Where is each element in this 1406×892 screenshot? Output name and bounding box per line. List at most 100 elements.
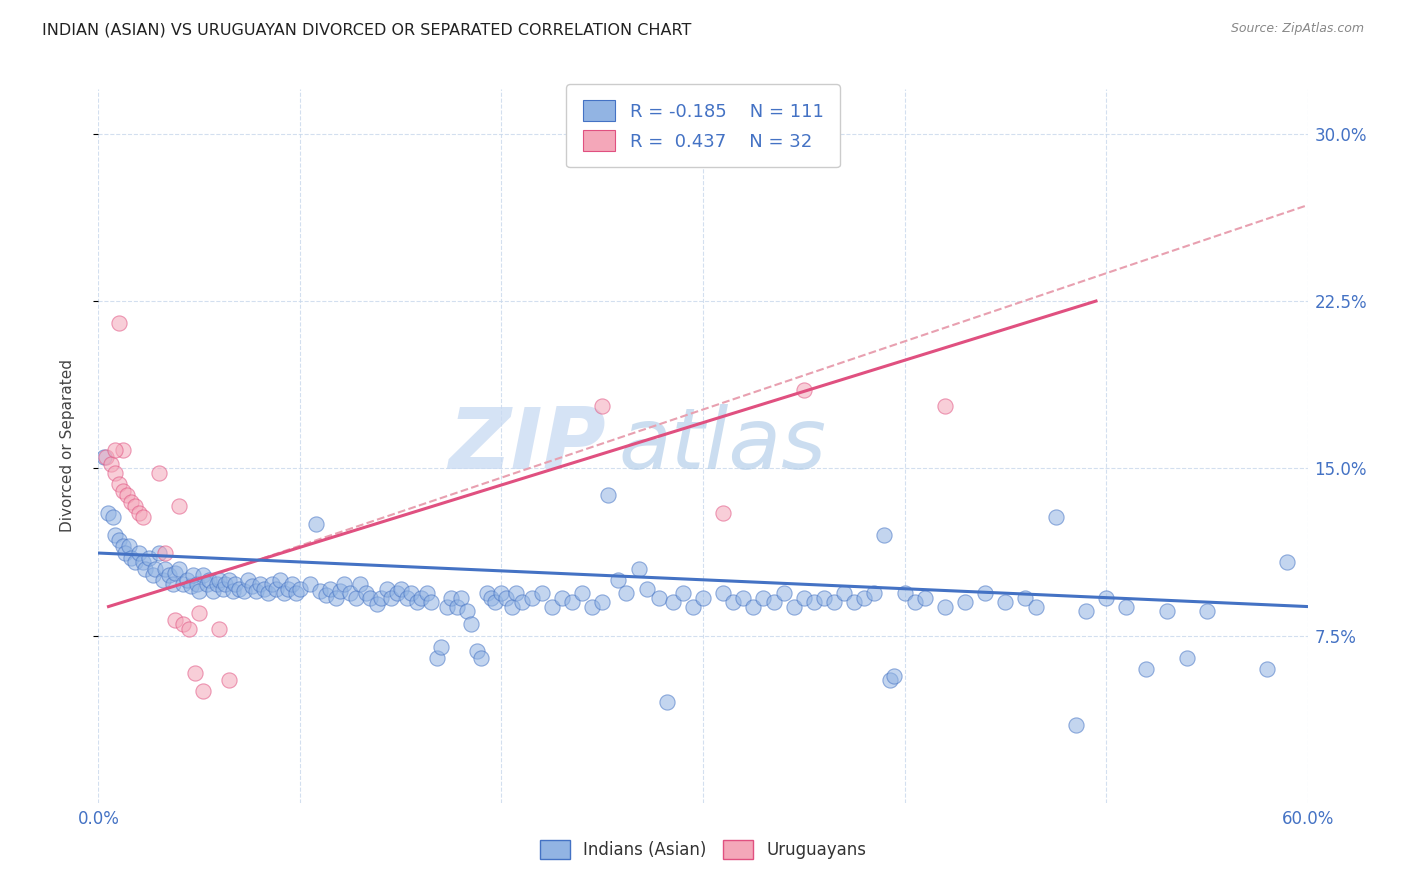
Point xyxy=(399,586,422,600)
Point xyxy=(218,673,240,687)
Point xyxy=(193,684,215,698)
Point xyxy=(853,591,876,605)
Point xyxy=(844,595,866,609)
Point xyxy=(157,568,180,582)
Text: atlas: atlas xyxy=(619,404,827,488)
Point xyxy=(232,583,254,598)
Point xyxy=(148,466,170,480)
Point xyxy=(395,591,418,605)
Point xyxy=(179,622,201,636)
Point xyxy=(627,562,650,576)
Point xyxy=(416,586,439,600)
Point xyxy=(823,595,845,609)
Point xyxy=(934,399,956,413)
Point xyxy=(1277,555,1299,569)
Point xyxy=(236,573,259,587)
Point xyxy=(193,568,215,582)
Point xyxy=(692,591,714,605)
Point xyxy=(510,595,533,609)
Point xyxy=(214,577,236,591)
Point xyxy=(188,583,211,598)
Point xyxy=(134,562,156,576)
Point xyxy=(571,586,593,600)
Point xyxy=(253,582,276,596)
Point xyxy=(832,586,855,600)
Point xyxy=(195,577,218,591)
Point xyxy=(551,591,574,605)
Point xyxy=(1175,651,1198,665)
Point xyxy=(1135,662,1157,676)
Point xyxy=(118,539,141,553)
Point xyxy=(879,673,901,687)
Point xyxy=(723,595,745,609)
Point xyxy=(953,595,976,609)
Point xyxy=(495,591,517,605)
Point xyxy=(299,577,322,591)
Point xyxy=(636,582,658,596)
Point xyxy=(477,586,499,600)
Point xyxy=(107,316,129,330)
Point xyxy=(172,617,194,632)
Point xyxy=(132,510,155,524)
Point xyxy=(591,595,613,609)
Point xyxy=(96,450,118,464)
Point xyxy=(111,443,134,458)
Point xyxy=(100,457,122,471)
Point xyxy=(181,568,204,582)
Point xyxy=(1074,604,1097,618)
Point xyxy=(124,499,146,513)
Point xyxy=(273,586,295,600)
Point xyxy=(420,595,443,609)
Point xyxy=(484,595,506,609)
Point xyxy=(212,582,235,596)
Point xyxy=(914,591,936,605)
Point xyxy=(222,583,245,598)
Point xyxy=(224,577,246,591)
Point xyxy=(366,598,388,612)
Point xyxy=(288,582,311,596)
Point xyxy=(1095,591,1118,605)
Point xyxy=(269,573,291,587)
Point xyxy=(115,488,138,502)
Point xyxy=(172,577,194,591)
Point xyxy=(128,506,150,520)
Point xyxy=(389,582,412,596)
Point xyxy=(97,506,120,520)
Point xyxy=(305,516,328,531)
Point xyxy=(228,582,250,596)
Point xyxy=(616,586,638,600)
Point xyxy=(153,562,176,576)
Point xyxy=(207,577,229,591)
Point xyxy=(803,595,825,609)
Point xyxy=(540,599,562,614)
Point xyxy=(711,506,734,520)
Point xyxy=(481,591,503,605)
Point xyxy=(111,483,134,498)
Point xyxy=(319,582,342,596)
Point xyxy=(793,591,815,605)
Point xyxy=(501,599,523,614)
Point xyxy=(163,613,186,627)
Point xyxy=(375,582,398,596)
Point xyxy=(655,696,678,710)
Point xyxy=(1014,591,1036,605)
Point xyxy=(103,443,125,458)
Point xyxy=(530,586,553,600)
Point xyxy=(188,607,211,621)
Point xyxy=(260,577,283,591)
Point xyxy=(491,586,513,600)
Point xyxy=(356,586,378,600)
Point xyxy=(329,583,352,598)
Point xyxy=(198,573,221,587)
Point xyxy=(742,599,765,614)
Point xyxy=(934,599,956,614)
Point xyxy=(142,568,165,582)
Point xyxy=(120,494,142,508)
Point xyxy=(163,566,186,581)
Text: ZIP: ZIP xyxy=(449,404,606,488)
Point xyxy=(1256,662,1278,676)
Point xyxy=(783,599,806,614)
Point xyxy=(426,651,449,665)
Point xyxy=(591,399,613,413)
Point xyxy=(904,595,927,609)
